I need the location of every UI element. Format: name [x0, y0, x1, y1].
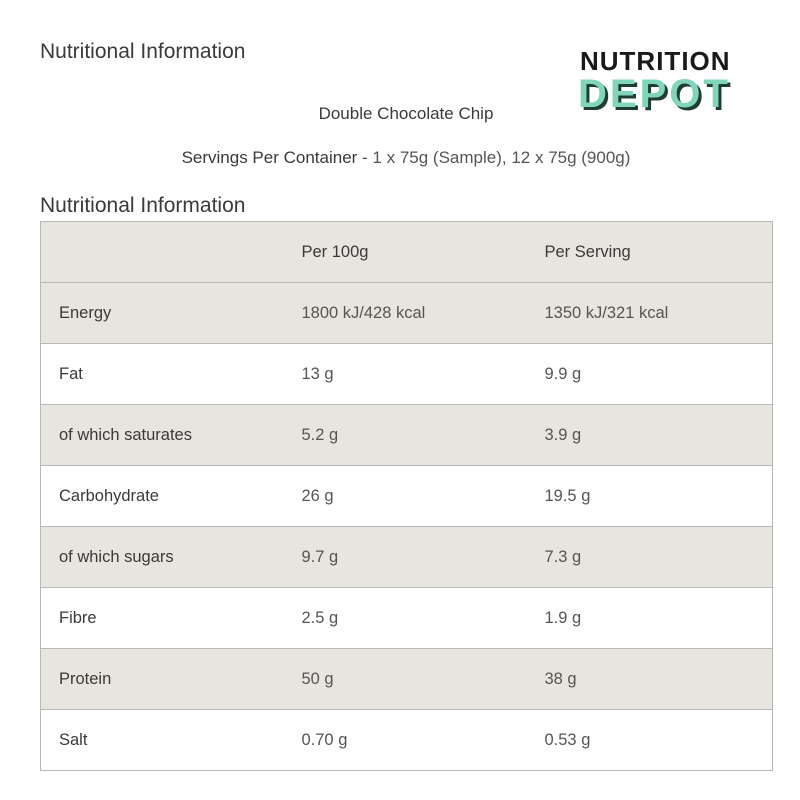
nutrient-name: Fibre — [40, 587, 284, 649]
table-title: Nutritional Information — [40, 194, 246, 217]
logo-line2-shadow: DEPOT — [581, 75, 734, 119]
servings-info: Servings Per Container - 1 x 75g (Sample… — [0, 148, 800, 168]
per-100g-value: 1800 kJ/428 kcal — [283, 282, 527, 344]
servings-label: Servings Per Container — [181, 148, 358, 167]
table-row: Carbohydrate 26 g 19.5 g — [40, 465, 773, 527]
header-cell-per-100g: Per 100g — [283, 221, 527, 283]
nutrient-name: Protein — [40, 648, 284, 710]
header-cell-per-serving: Per Serving — [526, 221, 773, 283]
per-serving-value: 38 g — [526, 648, 773, 710]
per-serving-value: 7.3 g — [526, 526, 773, 588]
table-row: Fat 13 g 9.9 g — [40, 343, 773, 405]
nutrient-name: Salt — [40, 709, 284, 771]
per-100g-value: 2.5 g — [283, 587, 527, 649]
table-row: Salt 0.70 g 0.53 g — [40, 709, 773, 771]
brand-logo: NUTRITION DEPOT DEPOT — [578, 46, 758, 120]
nutrient-name: Fat — [40, 343, 284, 405]
servings-value: - 1 x 75g (Sample), 12 x 75g (900g) — [357, 148, 631, 167]
per-serving-value: 19.5 g — [526, 465, 773, 527]
per-100g-value: 0.70 g — [283, 709, 527, 771]
page-heading: Nutritional Information — [40, 40, 246, 63]
per-100g-value: 9.7 g — [283, 526, 527, 588]
table-row: of which sugars 9.7 g 7.3 g — [40, 526, 773, 588]
table-header-row: Per 100g Per Serving — [40, 221, 773, 283]
nutrient-name: of which saturates — [40, 404, 284, 466]
table-row: of which saturates 5.2 g 3.9 g — [40, 404, 773, 466]
logo-line1: NUTRITION — [580, 46, 731, 76]
logo-line2: DEPOT — [578, 72, 731, 116]
header-cell-nutrient — [40, 221, 284, 283]
per-100g-value: 13 g — [283, 343, 527, 405]
product-name: Double Chocolate Chip — [318, 104, 494, 123]
table-row: Energy 1800 kJ/428 kcal 1350 kJ/321 kcal — [40, 282, 773, 344]
table-row: Protein 50 g 38 g — [40, 648, 773, 710]
per-serving-value: 1.9 g — [526, 587, 773, 649]
per-serving-value: 0.53 g — [526, 709, 773, 771]
per-serving-value: 3.9 g — [526, 404, 773, 466]
nutrient-name: of which sugars — [40, 526, 284, 588]
per-serving-value: 1350 kJ/321 kcal — [526, 282, 773, 344]
per-100g-value: 26 g — [283, 465, 527, 527]
nutrition-table: Per 100g Per Serving Energy 1800 kJ/428 … — [40, 221, 773, 771]
per-serving-value: 9.9 g — [526, 343, 773, 405]
per-100g-value: 5.2 g — [283, 404, 527, 466]
nutrient-name: Carbohydrate — [40, 465, 284, 527]
table-row: Fibre 2.5 g 1.9 g — [40, 587, 773, 649]
logo-svg: NUTRITION DEPOT DEPOT — [578, 46, 734, 119]
per-100g-value: 50 g — [283, 648, 527, 710]
nutrient-name: Energy — [40, 282, 284, 344]
